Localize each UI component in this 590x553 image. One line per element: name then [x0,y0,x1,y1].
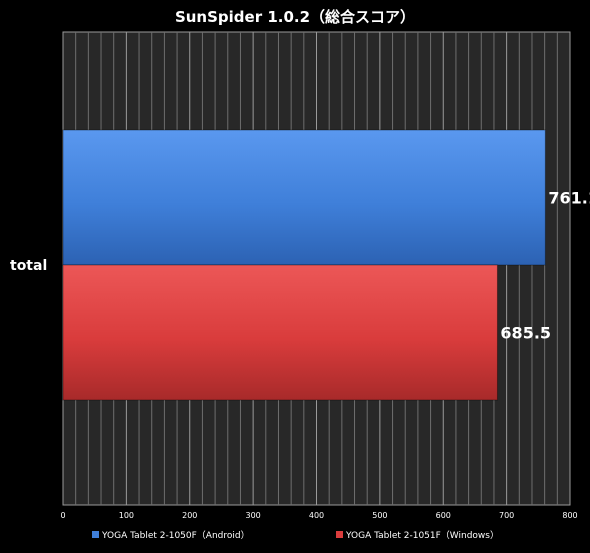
legend-label-android: YOGA Tablet 2-1050F（Android） [101,530,250,541]
bars [62,129,546,401]
x-tick-label: 400 [309,511,324,520]
chart-title: SunSpider 1.0.2（総合スコア） [175,8,415,26]
bar-windows [62,264,498,401]
legend-swatch-windows [336,531,343,538]
legend: YOGA Tablet 2-1050F（Android） YOGA Tablet… [92,530,499,541]
category-label: total [10,258,47,274]
x-tick-label: 500 [372,511,387,520]
x-tick-label: 200 [182,511,197,520]
x-tick-label: 600 [436,511,451,520]
x-tick-label: 800 [562,511,577,520]
bar-android [62,129,546,266]
legend-label-windows: YOGA Tablet 2-1051F（Windows） [345,530,499,541]
x-tick-label: 300 [245,511,260,520]
value-labels: 761.1 685.5 [500,189,590,343]
value-label-windows: 685.5 [500,324,551,343]
legend-swatch-android [92,531,99,538]
x-tick-label: 700 [499,511,514,520]
x-tick-label: 100 [119,511,134,520]
x-axis-ticks: 0 100 200 300 400 500 600 700 800 [60,511,577,520]
x-tick-label: 0 [60,511,65,520]
value-label-android: 761.1 [548,189,590,208]
